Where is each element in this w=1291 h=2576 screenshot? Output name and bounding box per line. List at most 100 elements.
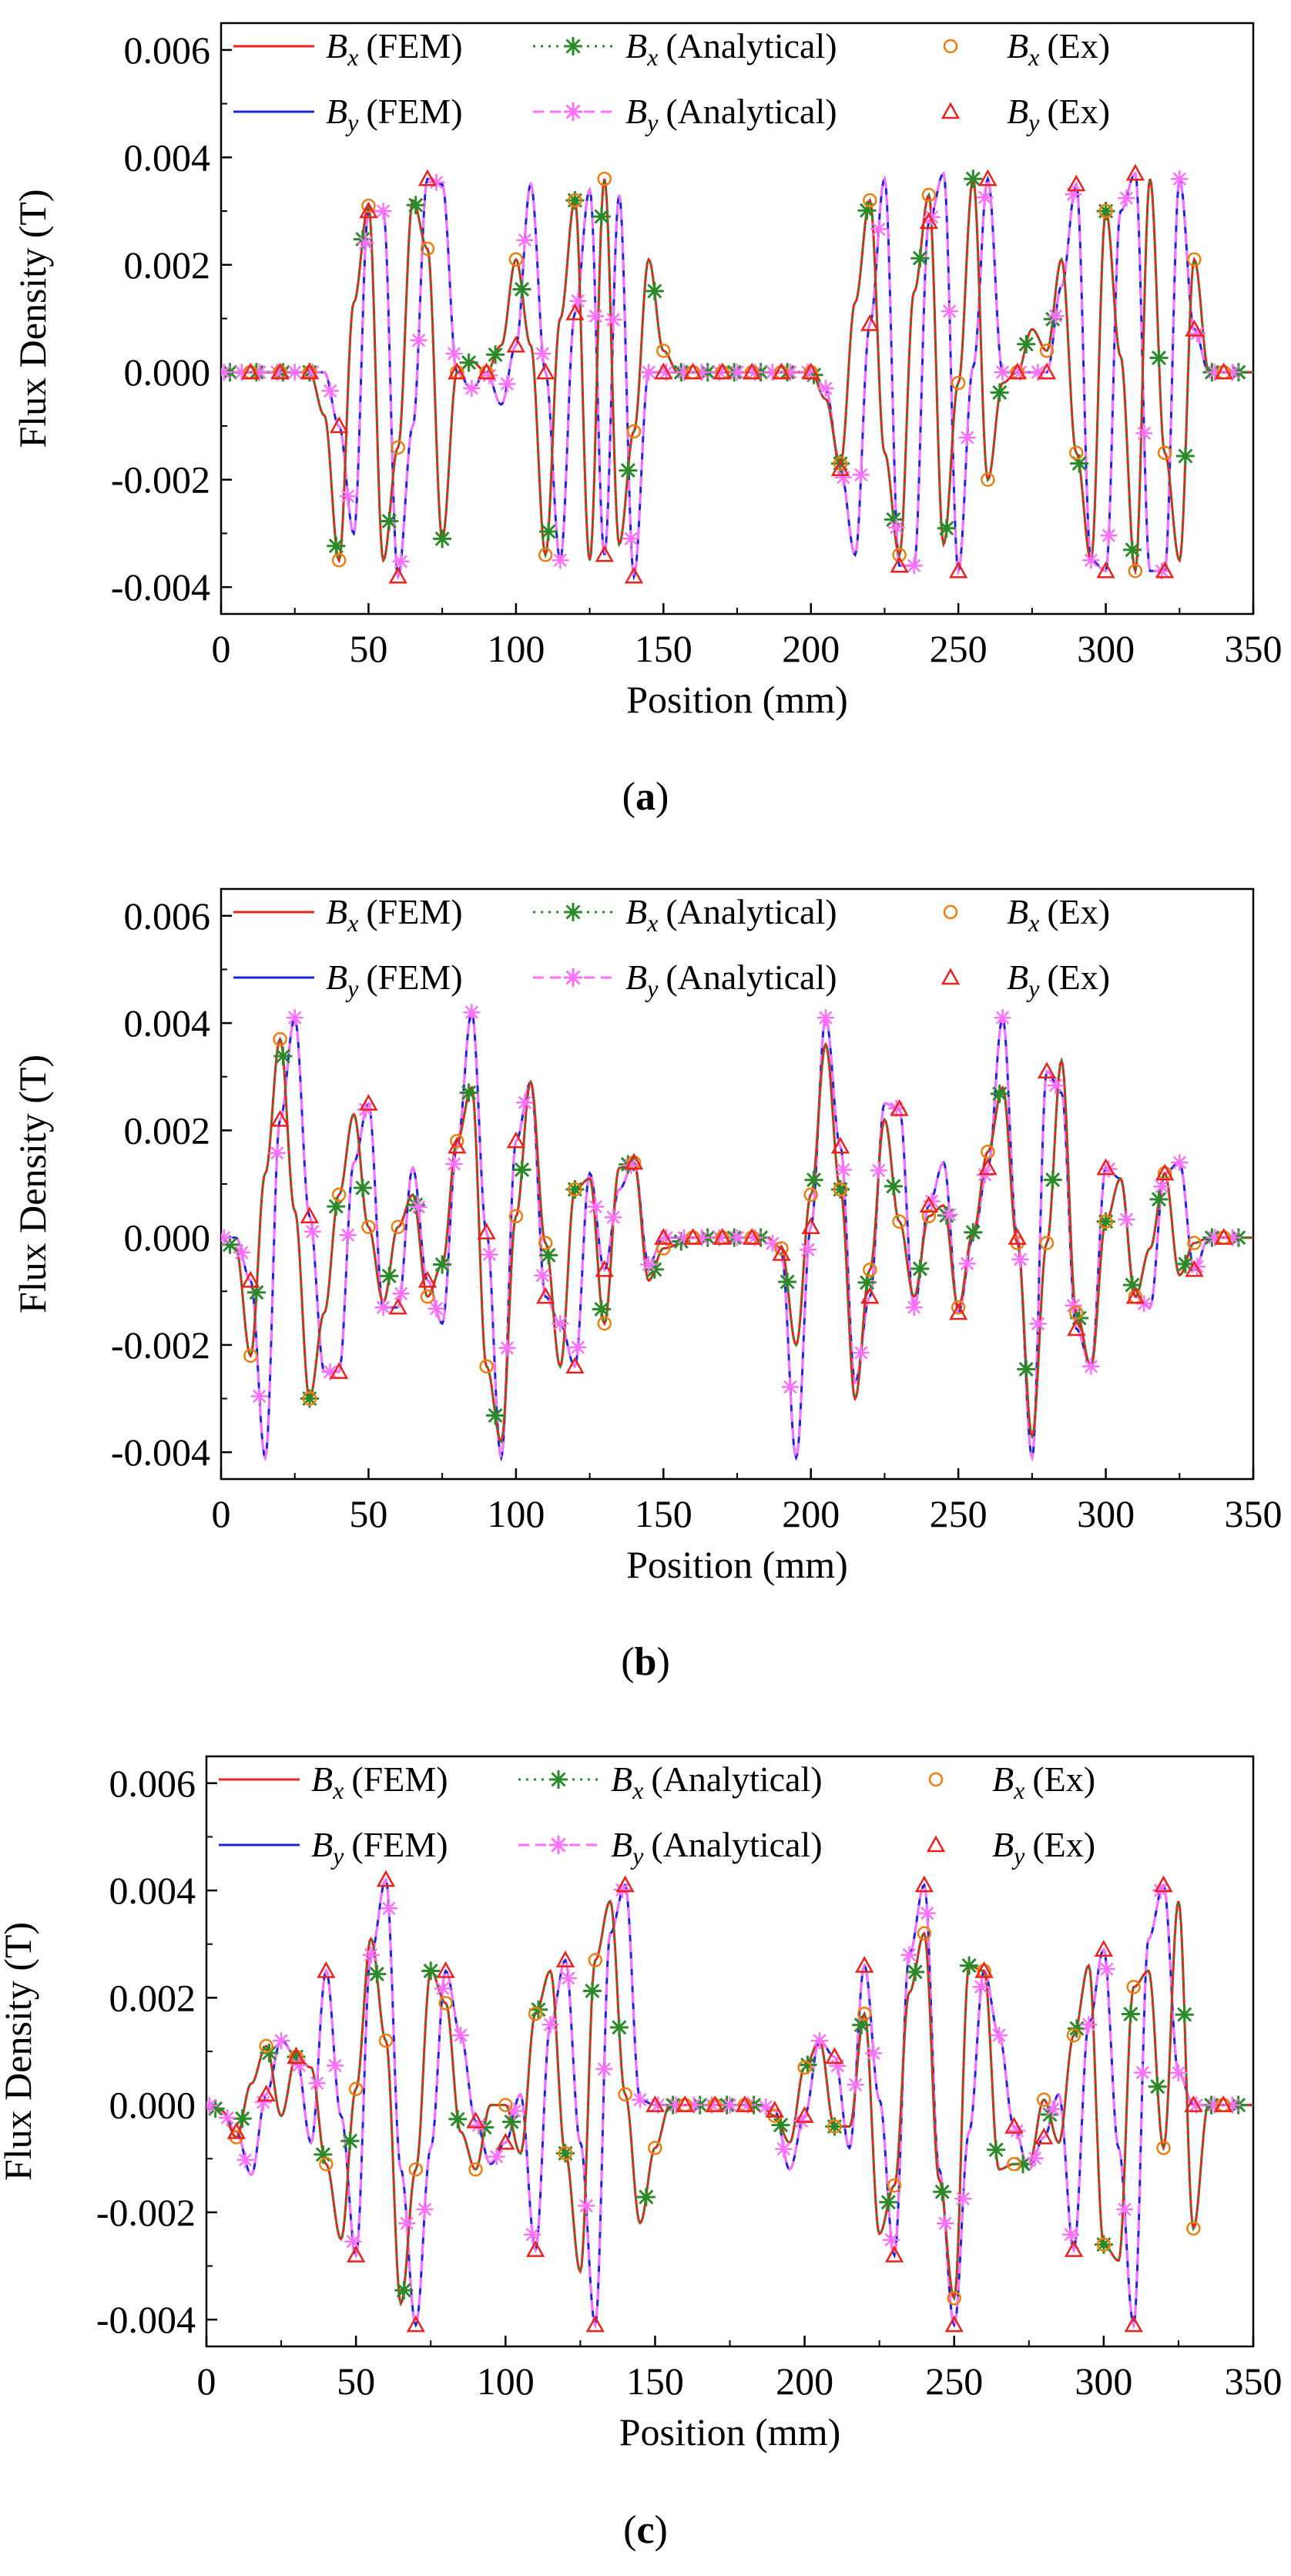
marker-by-analytical	[524, 2225, 542, 2243]
marker-by-ex	[1096, 561, 1115, 579]
marker-bx-analytical	[448, 2109, 468, 2128]
marker-by-analytical	[434, 1980, 451, 1997]
marker-by-ex	[496, 2132, 515, 2150]
marker-by-analytical	[303, 364, 321, 381]
chart-panel-a: 0 50 100 150 200 250 300 350 -0.004 -0.002 0.000 0.…	[11, 22, 1283, 721]
marker-bx-ex	[538, 548, 553, 562]
marker-bx-analytical	[233, 2109, 252, 2128]
legend-entry-bx-fem: Bx (FEM)	[233, 26, 463, 71]
x-tick-label: 200	[782, 627, 840, 670]
x-tick-label: 300	[1077, 1492, 1135, 1535]
marker-bx-ex	[1186, 2221, 1201, 2236]
legend-label-by-analytical: By (Analytical)	[611, 1825, 823, 1870]
marker-by-analytical	[1082, 552, 1100, 569]
y-tick-label: -0.002	[111, 458, 210, 501]
marker-bx-ex	[259, 2038, 273, 2054]
marker-by-ex	[825, 2047, 844, 2064]
marker-by-ex	[772, 1243, 791, 1261]
marker-by-analytical	[703, 2096, 721, 2114]
marker-by-analytical	[552, 1315, 569, 1333]
x-tick-label: 50	[337, 2360, 375, 2403]
marker-bx-analytical	[804, 1170, 823, 1189]
marker-by-analytical	[206, 2097, 218, 2115]
legend-marker-bx-ex	[943, 904, 958, 920]
marker-bx-ex	[468, 2162, 483, 2177]
marker-bx-analytical	[964, 169, 983, 189]
marker-by-analytical	[658, 1229, 676, 1246]
marker-bx-ex	[408, 2162, 424, 2177]
marker-by-analytical	[357, 234, 374, 252]
marker-bx-analytical	[825, 2117, 844, 2136]
marker-by-ex	[944, 2315, 964, 2333]
marker-by-analytical	[1205, 2096, 1223, 2114]
marker-by-ex	[1008, 1228, 1027, 1245]
marker-bx-ex	[892, 548, 907, 562]
y-tick-label: 0.000	[124, 351, 211, 394]
marker-by-analytical	[1153, 1178, 1171, 1196]
legend-entry-bx-ex: Bx (Ex)	[943, 26, 1110, 71]
marker-by-analytical	[268, 364, 286, 381]
marker-by-analytical	[498, 1339, 516, 1357]
marker-bx-ex	[331, 1187, 347, 1202]
marker-bx-ex	[1187, 1236, 1202, 1250]
marker-bx-analytical	[1070, 454, 1089, 473]
marker-by-ex	[287, 2047, 306, 2064]
marker-bx-analytical	[582, 1981, 602, 2001]
marker-bx-ex	[588, 1953, 603, 1967]
marker-bx-analytical	[421, 1961, 441, 1981]
marker-bx-ex	[1098, 203, 1113, 219]
marker-bx-ex	[498, 2098, 513, 2112]
x-tick-label: 250	[930, 1492, 988, 1535]
series-line-by-analytical	[206, 1877, 1253, 2329]
marker-bx-analytical	[771, 2115, 790, 2135]
marker-bx-analytical	[645, 281, 664, 300]
marker-by-analytical	[775, 2140, 793, 2158]
marker-by-ex	[860, 314, 880, 331]
x-tick-label: 200	[776, 2360, 833, 2403]
legend-entry-bx-analytical: Bx (Analytical)	[533, 892, 837, 937]
legend-entry-by-ex: By (Ex)	[941, 92, 1110, 136]
marker-by-analytical	[1189, 325, 1206, 342]
y-tick-label: -0.004	[111, 565, 210, 609]
marker-by-ex	[949, 1303, 968, 1320]
marker-bx-analytical	[1043, 1170, 1062, 1189]
marker-by-analytical	[552, 552, 569, 569]
series-line-bx-analytical	[221, 174, 1253, 576]
marker-bx-ex	[378, 2033, 394, 2048]
marker-by-analytical	[746, 1229, 763, 1246]
marker-by-analytical	[534, 1266, 552, 1284]
marker-bx-ex	[420, 241, 435, 257]
marker-bx-analytical	[831, 454, 850, 473]
marker-bx-ex	[479, 1359, 494, 1374]
marker-by-ex	[595, 545, 614, 562]
legend-label-by-ex: By (Ex)	[1007, 92, 1110, 136]
marker-by-analytical	[1044, 2101, 1061, 2118]
marker-by-ex	[919, 1196, 938, 1213]
marker-by-analytical	[516, 231, 534, 249]
marker-bx-ex	[508, 252, 524, 267]
legend-label-by-analytical: By (Analytical)	[625, 92, 837, 136]
marker-by-ex	[388, 1297, 407, 1315]
marker-by-ex	[1067, 174, 1086, 192]
marker-by-analytical	[1118, 1211, 1135, 1229]
legend-label-bx-fem: Bx (FEM)	[311, 1759, 448, 1804]
legend-label-bx-fem: Bx (FEM)	[326, 26, 463, 71]
marker-by-analytical	[1065, 1296, 1082, 1314]
marker-bx-analytical	[206, 2099, 225, 2118]
marker-bx-ex	[863, 193, 877, 208]
marker-by-ex	[226, 2122, 246, 2139]
marker-by-ex	[713, 362, 732, 380]
marker-by-analytical	[632, 2091, 649, 2108]
marker-by-analytical	[640, 1256, 658, 1273]
marker-bx-ex	[656, 1241, 671, 1256]
marker-by-analytical	[958, 1255, 976, 1273]
marker-bx-ex	[1066, 2028, 1081, 2043]
marker-bx-analytical	[592, 1300, 611, 1319]
marker-by-ex	[654, 362, 673, 380]
marker-bx-analytical	[1123, 1276, 1142, 1295]
marker-by-ex	[801, 1217, 820, 1234]
marker-bx-analytical	[1094, 2235, 1113, 2254]
marker-bx-analytical	[937, 518, 956, 538]
marker-bx-ex	[827, 2119, 842, 2134]
